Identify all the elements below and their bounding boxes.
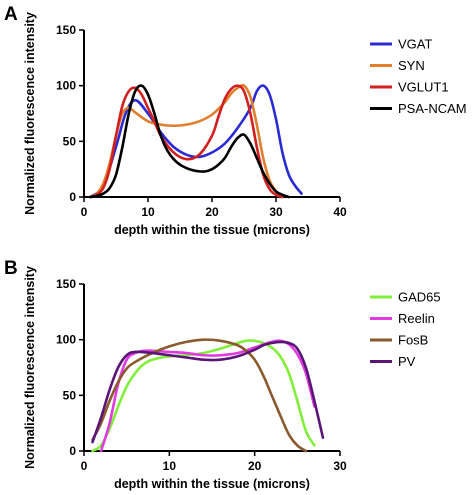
series-line-pv [91,340,325,444]
legend-label-syn: SYN [398,58,425,73]
x-tick-label: 0 [81,205,88,219]
legend-label-vglut1: VGLUT1 [398,80,449,95]
legend-label-fosb: FosB [398,333,428,348]
x-tick-label: 20 [205,205,219,219]
x-axis-title: depth within the tissue (microns) [114,223,310,237]
x-tick-label: 10 [141,205,155,219]
x-axis-title: depth within the tissue (microns) [114,477,310,491]
x-tick-label: 20 [248,459,262,473]
x-tick-label: 30 [269,205,283,219]
y-tick-label: 150 [56,23,76,37]
legend-label-reelin: Reelin [398,311,435,326]
y-tick-label: 50 [63,388,77,402]
legend-label-pv: PV [398,354,416,369]
series-line-vglut1 [89,84,284,199]
legend-label-gad65: GAD65 [398,290,441,305]
series-line-reelin [99,339,316,453]
panel-letter: A [4,4,18,25]
y-axis-title: Normalized fluorescence intensity [23,266,37,469]
panel-b: B 0 50 100 150 0 10 20 30 depth within the tissue… [4,258,441,491]
x-tick-label: 0 [81,459,88,473]
y-tick-label: 0 [69,444,76,458]
panel-a: A 0 50 100 150 0 10 20 30 40 depth within the tiss… [4,4,467,237]
series-line-gad65 [91,339,316,453]
y-tick-label: 100 [56,333,76,347]
y-tick-label: 0 [69,190,76,204]
y-axis-title: Normalized fluorescence intensity [23,12,37,215]
panel-letter: B [4,258,18,279]
x-tick-label: 40 [333,205,347,219]
series-line-psa-ncam [89,84,291,199]
y-tick-label: 150 [56,277,76,291]
legend-label-vgat: VGAT [398,37,432,52]
x-tick-label: 30 [333,459,347,473]
series-line-fosb [91,338,308,453]
y-tick-label: 50 [63,134,77,148]
x-tick-label: 10 [163,459,177,473]
legend-label-psa-ncam: PSA-NCAM [398,101,467,116]
y-tick-label: 100 [56,79,76,93]
